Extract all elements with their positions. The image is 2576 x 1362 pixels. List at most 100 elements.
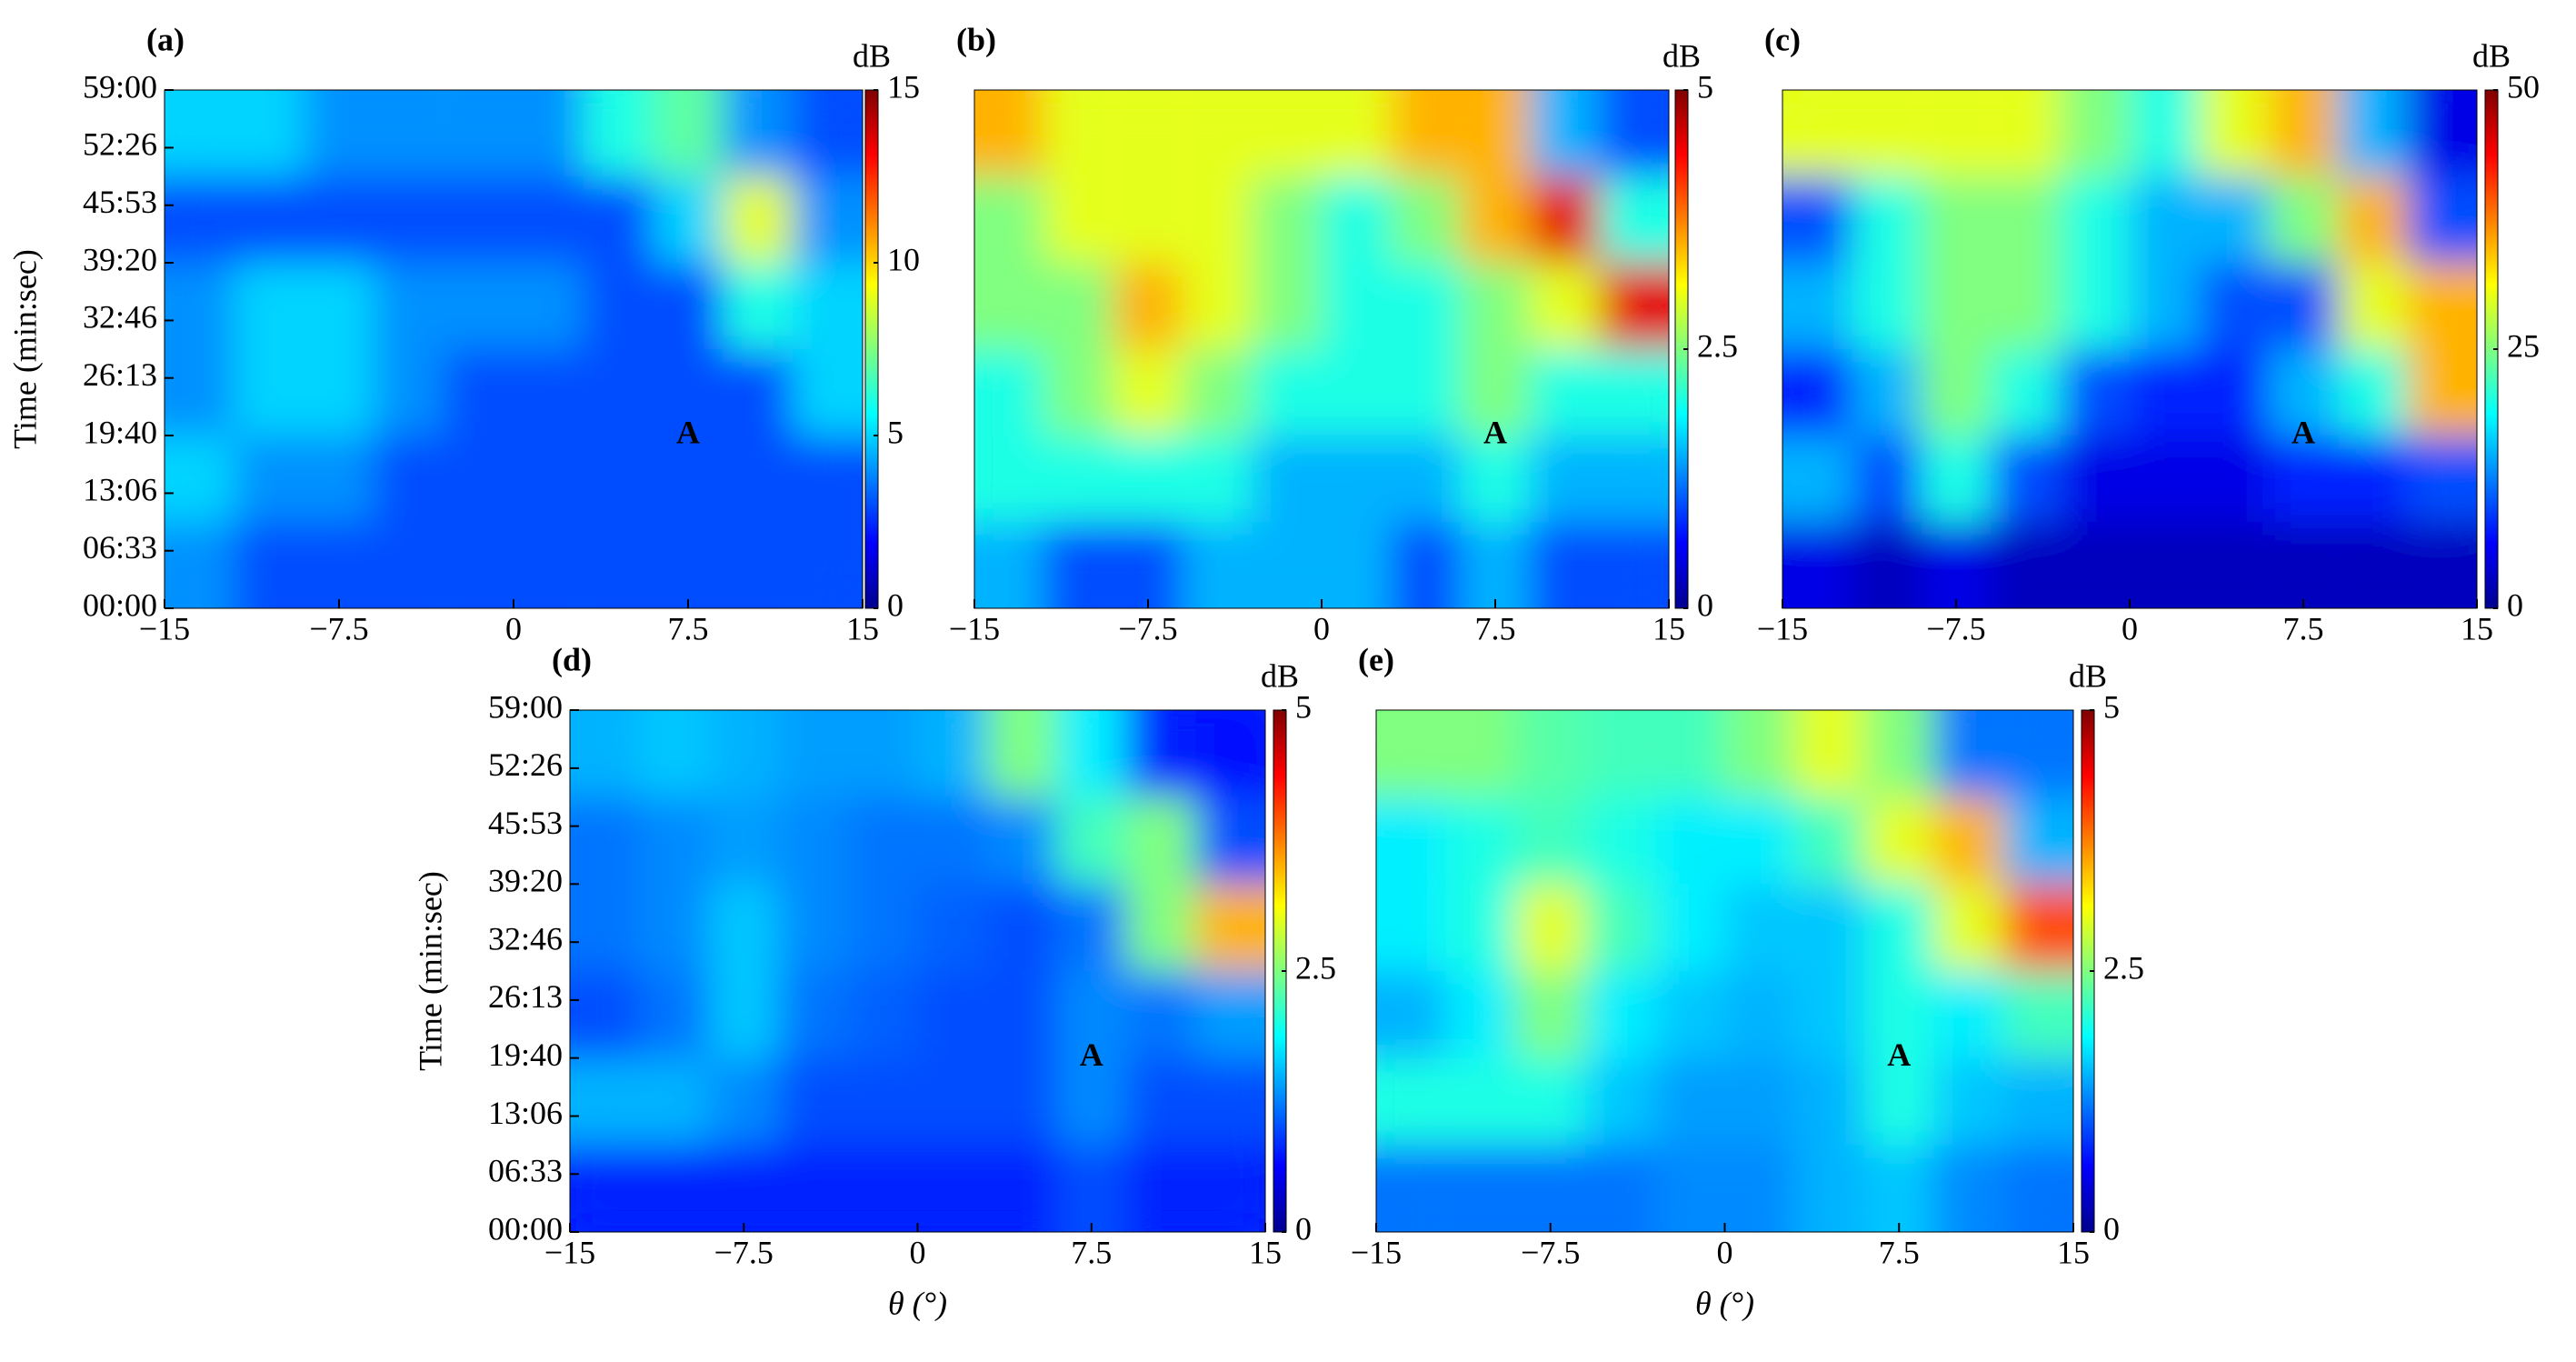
x-tick-label: −15 — [1351, 1234, 1402, 1270]
heatmap-cell — [709, 1057, 779, 1146]
heatmap-cell — [1782, 90, 1852, 176]
heatmap-cell — [1183, 90, 1253, 176]
heatmap-cell — [974, 263, 1044, 349]
annotation: A — [676, 414, 700, 450]
heatmap-cell — [1322, 436, 1392, 522]
heatmap-cell — [444, 263, 514, 349]
x-tick-label: 7.5 — [2283, 610, 2324, 646]
heatmap-cell — [1921, 349, 1992, 436]
heatmap-cell — [1852, 436, 1922, 522]
heatmap-cell — [1252, 522, 1322, 608]
heatmap-cell — [709, 710, 779, 797]
heatmap-cell — [987, 796, 1057, 885]
heatmap-cell — [374, 263, 444, 349]
colorbar-tick-label: 0 — [887, 586, 904, 623]
heatmap-cell — [374, 436, 444, 522]
heatmap-cell — [2338, 349, 2408, 436]
heatmap-cell — [723, 349, 794, 436]
heatmap-cell — [2130, 522, 2200, 608]
heatmap-cell — [1585, 796, 1655, 885]
heatmap-cell — [848, 1057, 918, 1146]
heatmap-cell — [1113, 90, 1183, 176]
heatmap-cell — [987, 971, 1057, 1058]
heatmap-cell — [2268, 90, 2339, 176]
heatmap-cell — [1460, 263, 1531, 349]
heatmap-cell — [974, 349, 1044, 436]
heatmap-cell — [1921, 176, 1992, 263]
panel-label: (c) — [1764, 21, 1801, 57]
heatmap-cell — [2338, 263, 2408, 349]
heatmap-cell — [1322, 176, 1392, 263]
colorbar-tick-label: 2.5 — [1697, 327, 1738, 364]
heatmap-cell — [709, 796, 779, 885]
heatmap-cell — [1921, 522, 1992, 608]
heatmap-cell — [1376, 1145, 1446, 1232]
heatmap-cell — [639, 1057, 709, 1146]
heatmap-cell — [1863, 796, 1934, 885]
heatmap-cell — [1585, 971, 1655, 1058]
heatmap-cell — [2338, 90, 2408, 176]
heatmap-cell — [1460, 90, 1531, 176]
heatmap-cell — [165, 176, 235, 263]
colorbar-label: dB — [2069, 657, 2107, 694]
x-tick-label: −15 — [1757, 610, 1808, 646]
x-axis-label: θ (°) — [1695, 1285, 1754, 1321]
heatmap-cells — [974, 90, 1669, 608]
heatmap-cell — [583, 522, 654, 608]
heatmap-cell — [653, 349, 724, 436]
heatmap-cell — [1530, 522, 1600, 608]
heatmap-cell — [1056, 971, 1126, 1058]
heatmap-cell — [570, 1145, 640, 1232]
heatmap-cell — [1921, 436, 1992, 522]
heatmap-cell — [987, 884, 1057, 971]
heatmap-cell — [1043, 176, 1113, 263]
heatmap-cell — [444, 176, 514, 263]
heatmap-cell — [2060, 176, 2130, 263]
heatmap-cell — [374, 349, 444, 436]
heatmap-cell — [1585, 884, 1655, 971]
heatmap-cell — [1599, 90, 1669, 176]
heatmap-cell — [709, 1145, 779, 1232]
heatmap-cell — [1391, 263, 1461, 349]
x-tick-label: −15 — [139, 610, 190, 646]
heatmap-cell — [2130, 176, 2200, 263]
heatmap-cell — [374, 90, 444, 176]
annotation: A — [2291, 414, 2315, 450]
heatmap-cell — [514, 176, 584, 263]
y-tick-label: 52:26 — [83, 126, 157, 163]
heatmap-cell — [1863, 884, 1934, 971]
heatmap-cell — [1113, 263, 1183, 349]
y-tick-label: 39:20 — [488, 863, 563, 899]
colorbar-tick-label: 5 — [887, 414, 904, 450]
heatmap-cell — [1322, 349, 1392, 436]
heatmap-cell — [1391, 522, 1461, 608]
heatmap-cell — [1530, 263, 1600, 349]
heatmap-cell — [304, 436, 374, 522]
heatmap-cell — [304, 522, 374, 608]
heatmap-cell — [1043, 263, 1113, 349]
x-tick-label: 15 — [1652, 610, 1685, 646]
heatmap-cell — [1599, 263, 1669, 349]
x-tick-label: −7.5 — [1118, 610, 1177, 646]
heatmap-cell — [1599, 522, 1669, 608]
heatmap-cell — [2003, 1057, 2073, 1146]
heatmap-cell — [793, 522, 863, 608]
heatmap-cell — [1515, 1057, 1586, 1146]
heatmap-cell — [917, 1145, 987, 1232]
heatmap-cell — [1195, 710, 1265, 797]
y-tick-label: 45:53 — [488, 805, 563, 841]
heatmap-cell — [1863, 1145, 1934, 1232]
heatmap-cell — [1654, 796, 1725, 885]
heatmap-cell — [1852, 349, 1922, 436]
heatmap-cell — [2199, 349, 2269, 436]
heatmap-cell — [1195, 1145, 1265, 1232]
colorbar-tick-label: 0 — [2507, 586, 2523, 623]
heatmap-cell — [848, 971, 918, 1058]
heatmap-cell — [653, 436, 724, 522]
heatmap-cell — [1724, 710, 1795, 797]
heatmap-cell — [583, 436, 654, 522]
heatmap-cell — [2060, 436, 2130, 522]
heatmap-cell — [165, 349, 235, 436]
heatmap-cell — [2407, 90, 2477, 176]
heatmap-cell — [1585, 1145, 1655, 1232]
